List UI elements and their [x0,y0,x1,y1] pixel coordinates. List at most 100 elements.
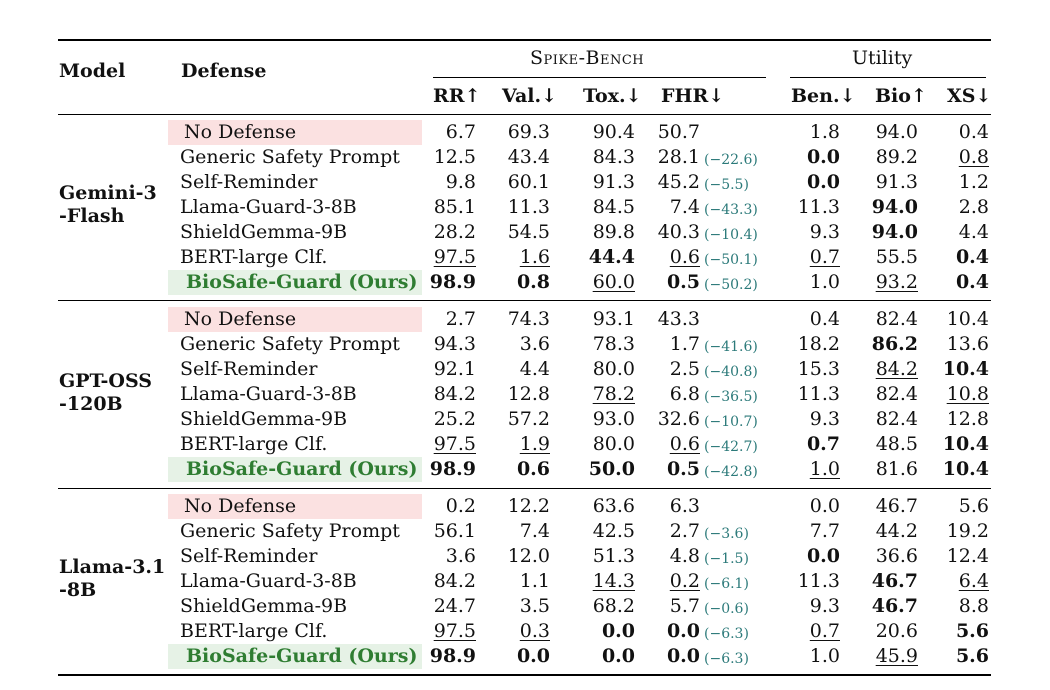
fhr-delta: (−0.6) [704,601,749,617]
defense-name: Self-Reminder [180,545,318,567]
xs-value: 0.4 [955,271,989,293]
bio-value: 46.7 [875,495,918,517]
ben-value: 0.4 [809,308,840,330]
bio-value: 45.9 [875,645,918,667]
fhr-value: 0.0 [666,620,700,642]
header-fhr: FHR↓ [661,85,725,107]
bio-value: 86.2 [871,333,918,355]
xs-value: 2.8 [958,196,989,218]
bio-value: 94.0 [871,196,918,218]
header-ben: Ben.↓ [791,85,856,107]
ben-value: 18.2 [797,333,840,355]
fhr-value: 0.2 [669,570,700,592]
fhr-value: 45.2 [657,171,700,193]
ben-value: 0.7 [809,620,840,642]
top-rule [58,39,991,41]
val-value: 1.1 [519,570,550,592]
bio-value: 46.7 [871,570,918,592]
bio-value: 82.4 [875,308,918,330]
rr-value: 12.5 [433,146,476,168]
val-value: 74.3 [507,308,550,330]
ben-value: 1.0 [809,645,840,667]
tox-value: 51.3 [592,545,635,567]
fhr-value: 5.7 [669,595,700,617]
model-name: Gemini-3 -Flash [59,182,157,227]
val-value: 0.8 [516,271,550,293]
fhr-value: 32.6 [657,408,700,430]
fhr-value: 40.3 [657,221,700,243]
tox-value: 50.0 [588,458,635,480]
fhr-delta: (−50.1) [704,252,758,268]
table-row: BioSafe-Guard (Ours) 98.9 0.8 60.0 0.5 1.0 93.… [0,270,1050,295]
rr-value: 97.5 [433,433,476,455]
ben-value: 0.0 [806,146,840,168]
rr-value: 84.2 [433,570,476,592]
rr-value: 6.7 [445,121,476,143]
defense-name: Llama-Guard-3-8B [180,570,357,592]
tox-value: 60.0 [592,271,635,293]
tox-value: 42.5 [592,520,635,542]
fhr-delta: (−5.5) [704,177,749,193]
rr-value: 97.5 [433,246,476,268]
fhr-delta: (−1.5) [704,551,749,567]
rr-value: 9.8 [445,171,476,193]
fhr-value: 0.6 [669,433,700,455]
xs-value: 0.8 [958,146,989,168]
defense-name: Generic Safety Prompt [180,520,400,542]
tox-value: 68.2 [592,595,635,617]
ben-value: 0.0 [806,545,840,567]
rr-value: 97.5 [433,620,476,642]
val-value: 12.8 [507,383,550,405]
xs-value: 0.4 [955,246,989,268]
tox-value: 90.4 [592,121,635,143]
ben-value: 11.3 [797,570,840,592]
xs-value: 13.6 [946,333,989,355]
defense-name: Self-Reminder [180,171,318,193]
rr-value: 25.2 [433,408,476,430]
header-utility: Utility [852,47,913,69]
spike-group-rule [433,77,766,78]
header-bio: Bio↑ [875,85,927,107]
val-value: 3.6 [519,333,550,355]
table-row: No Defense 2.7 74.3 93.1 43.3 0.4 82.4 10.4 [0,307,1050,332]
ben-value: 1.0 [809,458,840,480]
rr-value: 24.7 [433,595,476,617]
fhr-delta: (−6.3) [704,651,749,667]
table-row: ShieldGemma-9B 24.7 3.5 68.2 5.7 9.3 46.7 8.8 (−… [0,594,1050,619]
header-rr: RR↑ [433,85,481,107]
table-row: BERT-large Clf. 97.5 0.3 0.0 0.0 0.7 20.6 5.6 (−… [0,619,1050,644]
rr-value: 3.6 [445,545,476,567]
fhr-value: 0.5 [666,271,700,293]
table-row: BioSafe-Guard (Ours) 98.9 0.0 0.0 0.0 1.0 45.9… [0,644,1050,669]
xs-value: 5.6 [955,645,989,667]
xs-value: 10.4 [942,358,989,380]
ben-value: 1.0 [809,271,840,293]
fhr-value: 43.3 [657,308,700,330]
fhr-delta: (−6.1) [704,576,749,592]
table-row: Llama-Guard-3-8B 85.1 11.3 84.5 7.4 11.3 94.0 2… [0,195,1050,220]
defense-name: Generic Safety Prompt [180,146,400,168]
utility-group-rule [790,77,986,78]
rr-value: 2.7 [445,308,476,330]
header-defense: Defense [181,60,267,82]
val-value: 3.5 [519,595,550,617]
rr-value: 0.2 [445,495,476,517]
defense-name: BioSafe-Guard (Ours) [168,270,422,295]
model-name: Llama-3.1 -8B [59,556,166,601]
defense-name: BioSafe-Guard (Ours) [168,457,422,482]
val-value: 54.5 [507,221,550,243]
xs-value: 10.8 [946,383,989,405]
table-row: BioSafe-Guard (Ours) 98.9 0.6 50.0 0.5 1.0 81.… [0,457,1050,482]
fhr-delta: (−42.8) [704,464,758,480]
fhr-delta: (−6.3) [704,626,749,642]
val-value: 60.1 [507,171,550,193]
tox-value: 63.6 [592,495,635,517]
bio-value: 94.0 [871,221,918,243]
xs-value: 8.8 [958,595,989,617]
rr-value: 94.3 [433,333,476,355]
fhr-value: 0.0 [666,645,700,667]
fhr-value: 4.8 [669,545,700,567]
bottom-rule [58,674,991,676]
defense-name: BioSafe-Guard (Ours) [168,644,422,669]
fhr-value: 0.6 [669,246,700,268]
